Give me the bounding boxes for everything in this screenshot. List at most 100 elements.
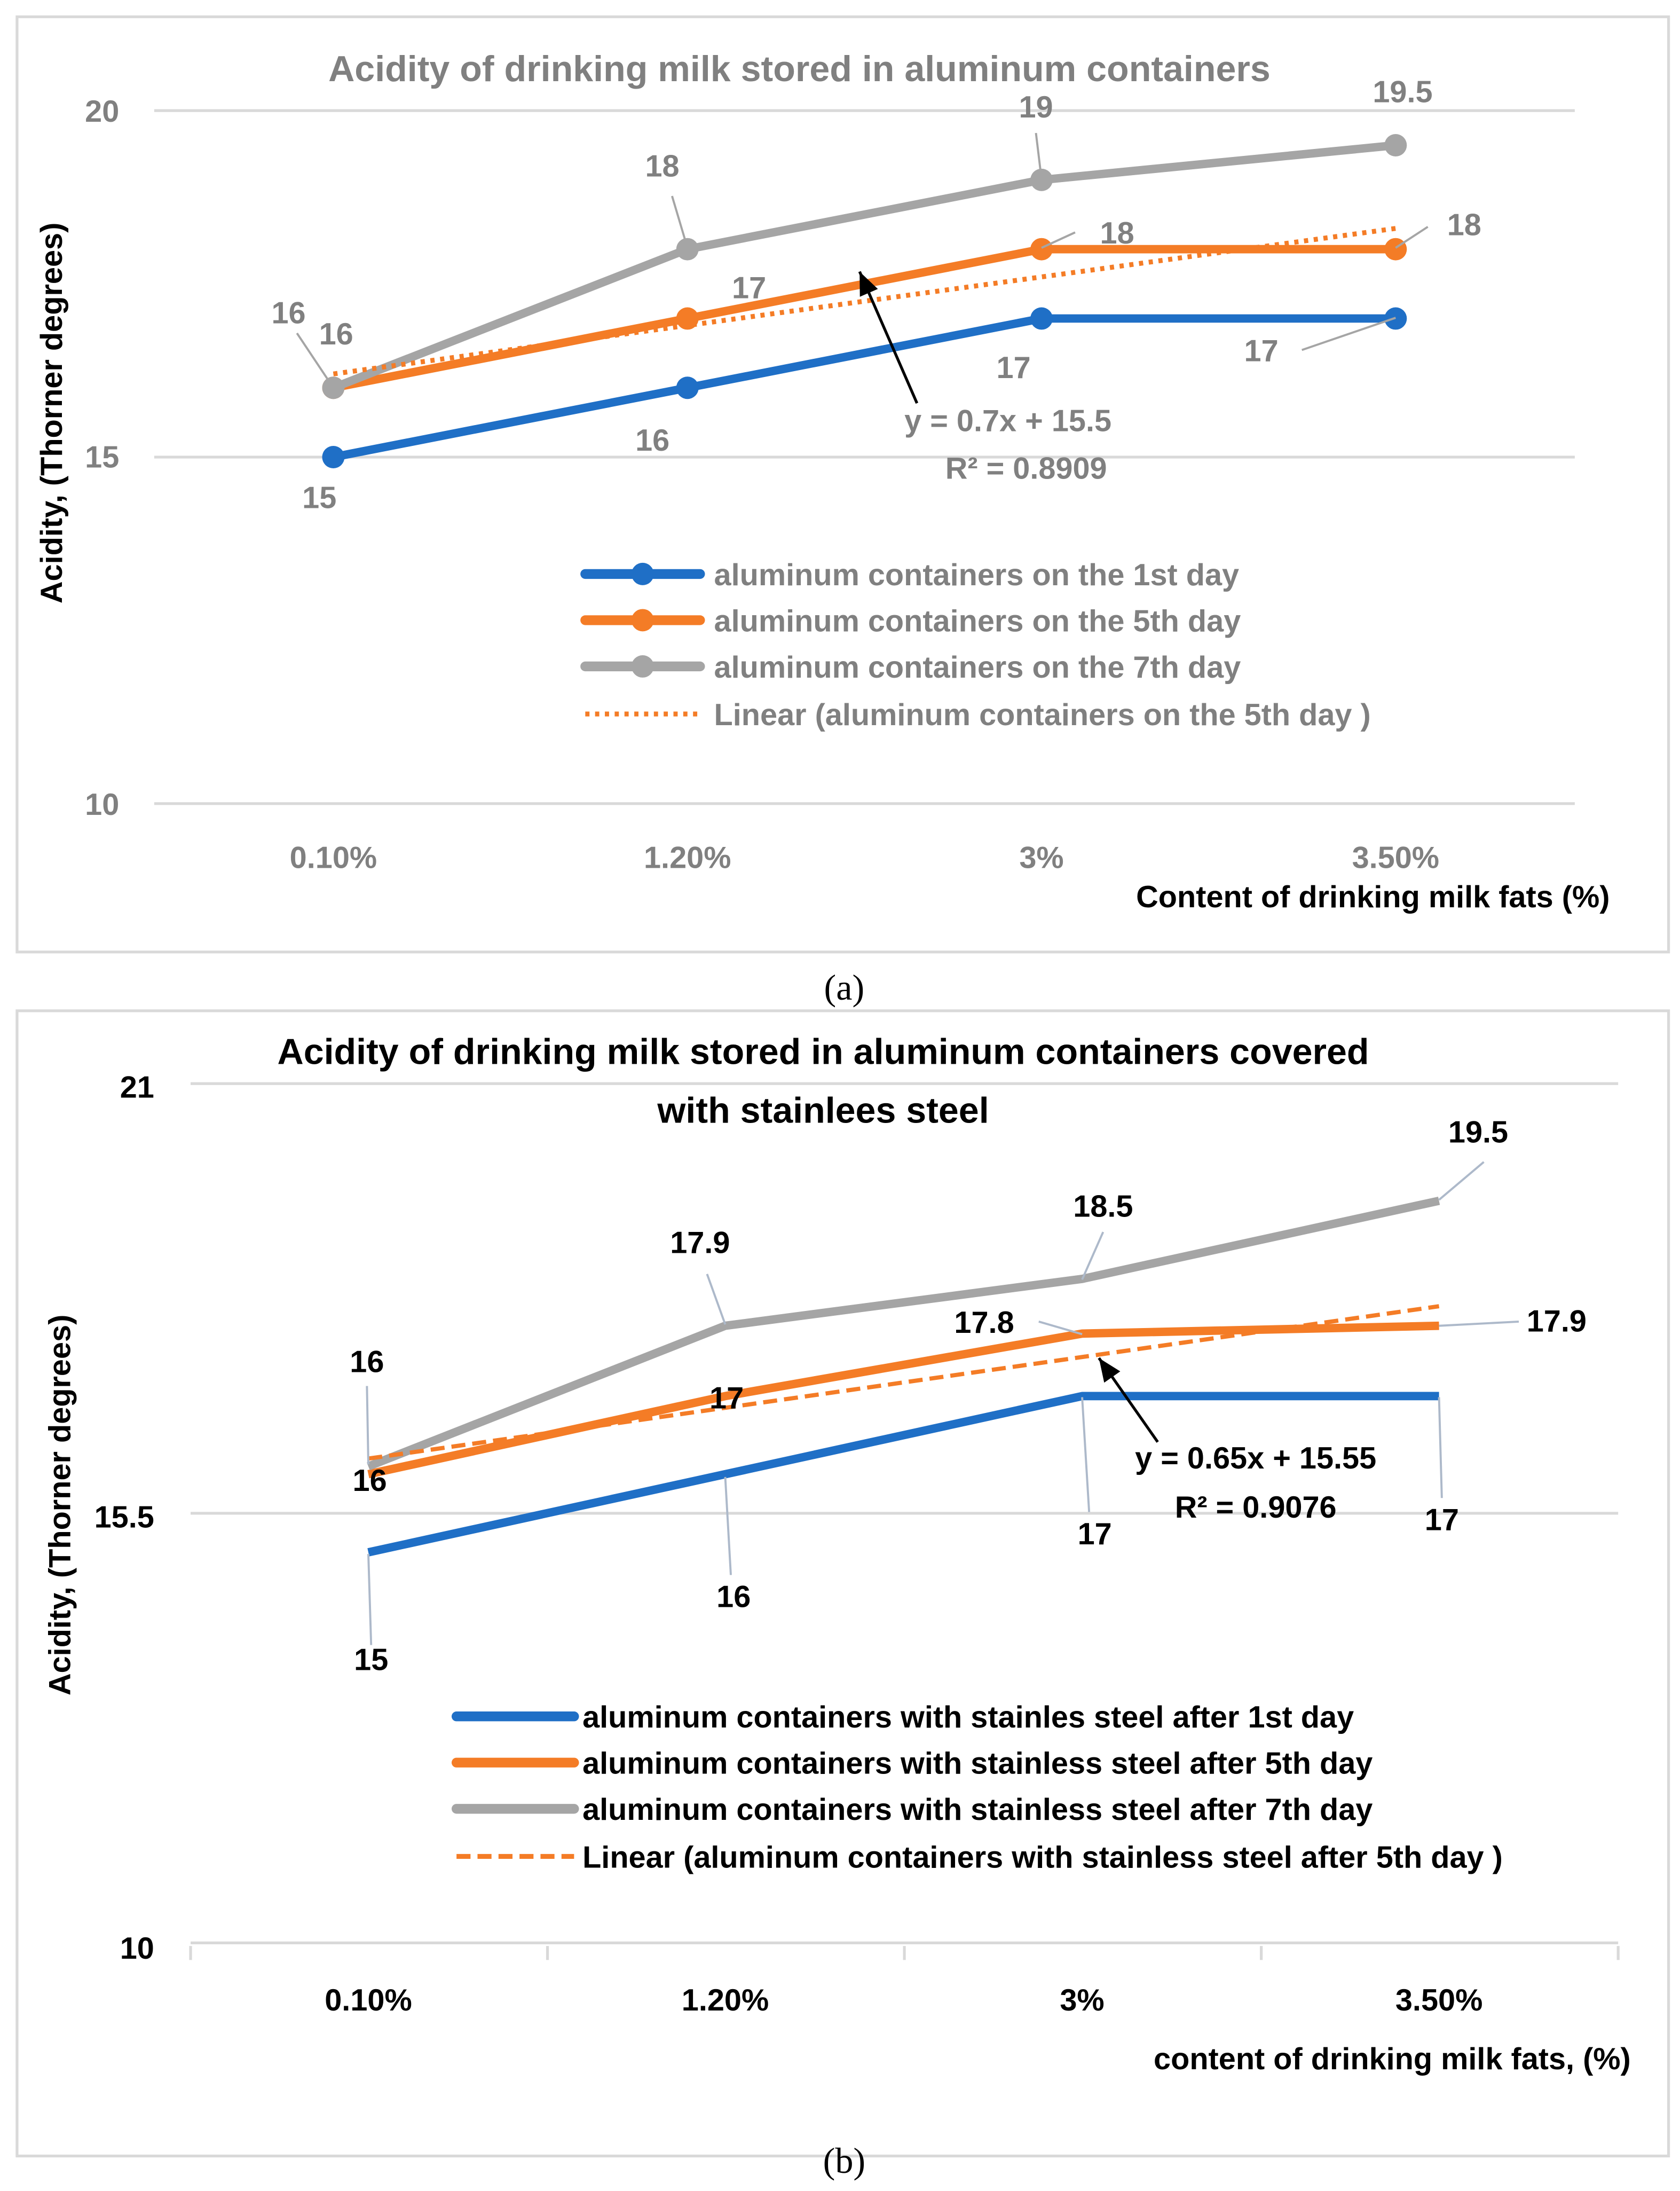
y-tick-label: 21: [120, 1070, 154, 1104]
chart-b: 10 15.5 21 0.10% 1.20% 3% 3.50% Acidity of drin…: [43, 1032, 1631, 2076]
label-leader-line: [724, 1477, 732, 1575]
label-leader-line: [1439, 1320, 1519, 1327]
legend-label: Linear (aluminum containers with stainle…: [582, 1840, 1503, 1874]
chart-title: Acidity of drinking milk stored in alumi…: [328, 49, 1271, 89]
trendline-equation: y = 0.7x + 15.5: [904, 404, 1111, 438]
label-leader-line: [671, 195, 689, 248]
caption-a: (a): [824, 967, 865, 1008]
data-label: 16: [271, 296, 305, 331]
chart-title: Acidity of drinking milk stored in alumi…: [277, 1032, 1369, 1072]
series-line-1: [332, 314, 1396, 461]
y-tick-label: 10: [85, 788, 119, 822]
data-label: 16: [716, 1580, 751, 1614]
data-label: 17.9: [1527, 1304, 1587, 1338]
label-leader-line: [1035, 132, 1043, 179]
legend-label: Linear (aluminum containers on the 5th d…: [714, 698, 1371, 732]
chart-a-frame: [15, 15, 1670, 954]
label-leader-line: [1081, 1397, 1091, 1512]
x-tick-label: 0.10%: [290, 841, 377, 875]
legend-label: aluminum containers with stainless steel…: [582, 1747, 1373, 1781]
data-label: 16: [353, 1464, 387, 1498]
caption-b: (b): [823, 2140, 865, 2181]
chart-title-line2: with stainlees steel: [657, 1090, 989, 1131]
data-label: 19: [1019, 90, 1053, 124]
arrow-head-icon: [859, 271, 878, 297]
data-label: 18: [1447, 208, 1481, 242]
data-point: [676, 238, 699, 261]
x-tick-label: 1.20%: [644, 841, 731, 875]
label-leader-line: [366, 1386, 369, 1465]
legend-marker: [631, 609, 654, 632]
x-tick-label: 3%: [1060, 1983, 1104, 2017]
x-axis-title: content of drinking milk fats, (%): [1154, 2042, 1631, 2076]
x-tick-label: 3.50%: [1352, 841, 1439, 875]
data-label: 17: [1078, 1517, 1112, 1551]
trendline-r-squared: R² = 0.9076: [1175, 1490, 1337, 1525]
legend-label: aluminum containers with stainles steel …: [582, 1700, 1354, 1734]
label-leader-line: [1081, 1231, 1105, 1281]
data-label: 16: [350, 1345, 384, 1379]
label-leader-line: [1438, 1397, 1443, 1498]
x-tick-label: 0.10%: [325, 1983, 412, 2017]
data-label: 16: [319, 317, 353, 351]
data-label: 15: [302, 481, 336, 515]
y-axis-title: Acidity, (Thorner degrees): [43, 1315, 77, 1695]
data-label: 18: [645, 149, 679, 183]
data-point: [1384, 134, 1407, 156]
trendline: [368, 1304, 1440, 1461]
label-leader-line: [1038, 1321, 1083, 1336]
y-axis-title: Acidity, (Thorner degrees): [35, 223, 69, 603]
trendline-r-squared: R² = 0.8909: [945, 452, 1107, 486]
arrow-head-icon: [1099, 1358, 1121, 1383]
x-tick-label: 3.50%: [1395, 1983, 1482, 2017]
x-axis-title: Content of drinking milk fats (%): [1136, 880, 1610, 914]
data-point: [1030, 307, 1053, 330]
legend-label: aluminum containers on the 5th day: [714, 604, 1241, 638]
label-leader-line: [1041, 231, 1076, 249]
data-point: [1030, 168, 1053, 191]
data-label: 17.8: [954, 1306, 1014, 1340]
y-tick-label: 20: [85, 95, 119, 129]
legend-label: aluminum containers on the 1st day: [714, 558, 1240, 592]
data-point: [1030, 238, 1053, 261]
arrow-line: [858, 271, 919, 404]
data-label: 17.9: [670, 1226, 730, 1260]
data-label: 17: [732, 271, 766, 305]
label-leader-line: [1302, 317, 1396, 351]
data-label: 19.5: [1448, 1115, 1508, 1149]
y-tick-label: 15: [85, 441, 119, 475]
legend-label: aluminum containers on the 7th day: [714, 650, 1241, 685]
data-label: 18.5: [1073, 1189, 1133, 1223]
legend-label: aluminum containers with stainless steel…: [582, 1793, 1373, 1827]
data-label: 16: [635, 423, 669, 458]
data-label: 17: [997, 351, 1031, 385]
series-line-3: [332, 141, 1397, 392]
label-leader-line: [706, 1274, 727, 1325]
data-label: 15: [354, 1643, 388, 1677]
chart-a: 10 15 20 0.10% 1.20% 3% 3.50% Acidity of drinki…: [35, 49, 1610, 914]
data-label: 17: [1425, 1503, 1459, 1537]
legend-marker: [631, 562, 654, 585]
data-point: [1384, 238, 1407, 261]
data-label: 17: [709, 1381, 744, 1415]
trendline-equation: y = 0.65x + 15.55: [1135, 1441, 1376, 1475]
data-label: 17: [1244, 334, 1279, 368]
series-line-3: [367, 1196, 1440, 1471]
series-line-1: [367, 1392, 1439, 1557]
trendline: [333, 226, 1396, 376]
label-leader-line: [367, 1554, 373, 1645]
chart-b-frame: [15, 1009, 1670, 2158]
y-tick-label: 15.5: [94, 1500, 154, 1534]
data-point: [676, 376, 699, 399]
data-label: 18: [1100, 216, 1134, 250]
label-leader-line: [1438, 1161, 1485, 1201]
label-leader-line: [1395, 226, 1429, 249]
data-point: [322, 446, 345, 468]
data-label: 19.5: [1373, 75, 1432, 109]
label-leader-line: [296, 332, 335, 389]
x-tick-label: 3%: [1019, 841, 1063, 875]
legend-marker: [631, 655, 654, 678]
x-tick-label: 1.20%: [682, 1983, 769, 2017]
